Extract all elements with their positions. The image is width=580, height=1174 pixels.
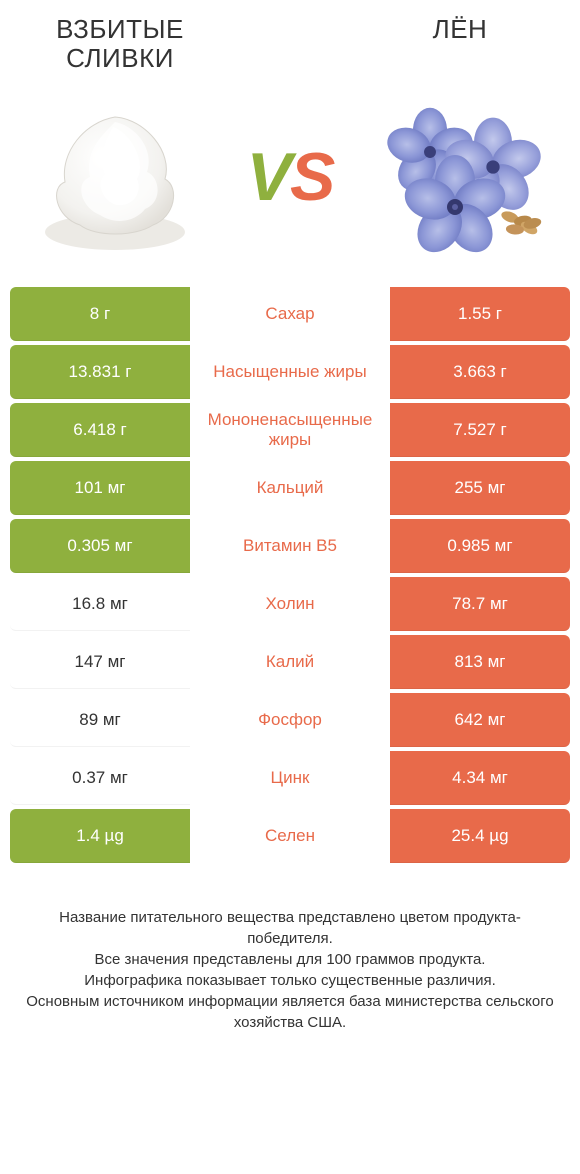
value-right: 813 мг <box>390 635 570 689</box>
value-left: 147 мг <box>10 635 190 689</box>
value-left: 13.831 г <box>10 345 190 399</box>
nutrient-name: Витамин B5 <box>190 519 390 573</box>
nutrient-name: Селен <box>190 809 390 863</box>
product-left-title: Взбитые сливки <box>10 15 230 72</box>
table-row: 89 мгФосфор642 мг <box>10 693 570 747</box>
nutrient-name: Мононенасыщенные жиры <box>190 403 390 457</box>
nutrition-table: 8 гСахар1.55 г13.831 гНасыщенные жиры3.6… <box>10 287 570 863</box>
nutrient-name: Цинк <box>190 751 390 805</box>
value-left: 8 г <box>10 287 190 341</box>
footer-line: Название питательного вещества представл… <box>25 907 555 949</box>
value-left: 89 мг <box>10 693 190 747</box>
nutrient-name: Кальций <box>190 461 390 515</box>
product-left-image <box>10 87 220 267</box>
nutrient-name: Насыщенные жиры <box>190 345 390 399</box>
product-right-title: Лён <box>350 15 570 72</box>
value-right: 78.7 мг <box>390 577 570 631</box>
value-right: 0.985 мг <box>390 519 570 573</box>
value-right: 1.55 г <box>390 287 570 341</box>
value-right: 255 мг <box>390 461 570 515</box>
footer-line: Инфографика показывает только существенн… <box>25 970 555 991</box>
header-spacer <box>230 15 350 72</box>
value-right: 25.4 µg <box>390 809 570 863</box>
product-right-image <box>360 87 570 267</box>
vs-s: S <box>290 139 333 215</box>
table-row: 6.418 гМононенасыщенные жиры7.527 г <box>10 403 570 457</box>
table-row: 101 мгКальций255 мг <box>10 461 570 515</box>
vs-v: V <box>247 139 290 215</box>
table-row: 147 мгКалий813 мг <box>10 635 570 689</box>
nutrient-name: Калий <box>190 635 390 689</box>
table-row: 16.8 мгХолин78.7 мг <box>10 577 570 631</box>
footer-line: Все значения представлены для 100 граммо… <box>25 949 555 970</box>
nutrient-name: Сахар <box>190 287 390 341</box>
comparison-infographic: Взбитые сливки Лён VS <box>0 0 580 1033</box>
footer-notes: Название питательного вещества представл… <box>10 867 570 1033</box>
table-row: 13.831 гНасыщенные жиры3.663 г <box>10 345 570 399</box>
value-right: 7.527 г <box>390 403 570 457</box>
value-right: 3.663 г <box>390 345 570 399</box>
whipped-cream-icon <box>25 97 205 257</box>
table-row: 0.305 мгВитамин B50.985 мг <box>10 519 570 573</box>
header-row: Взбитые сливки Лён <box>10 0 570 77</box>
value-right: 4.34 мг <box>390 751 570 805</box>
nutrient-name: Фосфор <box>190 693 390 747</box>
value-left: 1.4 µg <box>10 809 190 863</box>
value-right: 642 мг <box>390 693 570 747</box>
value-left: 101 мг <box>10 461 190 515</box>
table-row: 0.37 мгЦинк4.34 мг <box>10 751 570 805</box>
value-left: 0.37 мг <box>10 751 190 805</box>
value-left: 16.8 мг <box>10 577 190 631</box>
nutrient-name: Холин <box>190 577 390 631</box>
table-row: 1.4 µgСелен25.4 µg <box>10 809 570 863</box>
images-row: VS <box>10 77 570 287</box>
flax-icon <box>375 97 555 257</box>
footer-line: Основным источником информации является … <box>25 991 555 1033</box>
table-row: 8 гСахар1.55 г <box>10 287 570 341</box>
vs-label: VS <box>220 138 360 216</box>
value-left: 6.418 г <box>10 403 190 457</box>
value-left: 0.305 мг <box>10 519 190 573</box>
